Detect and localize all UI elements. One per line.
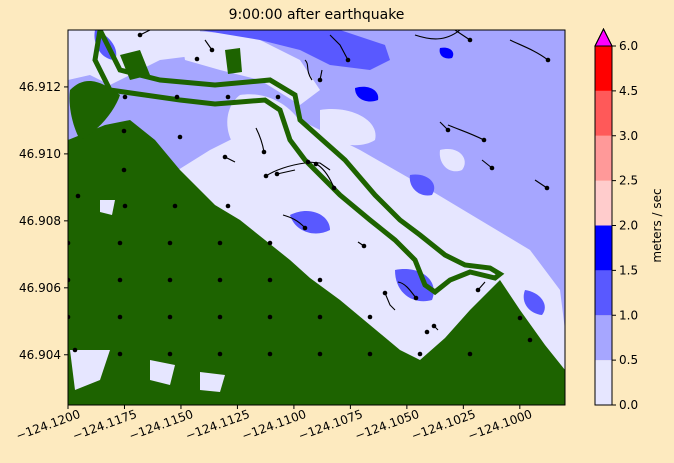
colorbar-band <box>595 180 612 226</box>
y-tick-label: 46.912 <box>19 80 61 94</box>
y-tick-label: 46.908 <box>19 214 61 228</box>
x-axis: −124.1200−124.1175−124.1150−124.1125−124… <box>14 405 534 443</box>
colorbar-extend-arrow <box>594 27 613 47</box>
y-tick-label: 46.906 <box>19 281 61 295</box>
chart-title: 9:00:00 after earthquake <box>228 7 405 23</box>
x-tick-label: −124.1125 <box>184 407 252 443</box>
colorbar-band <box>595 225 612 271</box>
colorbar-tick-label: 1.5 <box>619 263 638 277</box>
x-tick-label: −124.1150 <box>127 407 195 443</box>
x-tick-label: −124.1200 <box>14 407 82 443</box>
particle-markers <box>68 32 551 357</box>
colorbar-label: meters / sec <box>650 188 664 262</box>
y-tick-label: 46.904 <box>19 348 61 362</box>
plot-frame <box>67 29 566 406</box>
x-tick-label: −124.1050 <box>353 407 421 443</box>
plot-area <box>68 30 565 405</box>
colorbar: 0.0 0.5 1.0 1.5 2.0 2.5 3.0 4.5 6.0 meters / sec <box>594 27 664 412</box>
colorbar-band <box>595 90 612 136</box>
colorbar-tick-label: 0.0 <box>619 398 638 412</box>
y-axis: 46.904 46.906 46.908 46.910 46.912 <box>19 80 68 362</box>
colorbar-tick-label: 0.5 <box>619 353 638 367</box>
x-tick-label: −124.1075 <box>297 407 365 443</box>
colorbar-band <box>595 360 612 405</box>
colorbar-band <box>595 135 612 181</box>
land-mass <box>68 30 565 405</box>
colorbar-frame <box>594 27 613 406</box>
colorbar-band <box>595 315 612 361</box>
y-tick-label: 46.910 <box>19 147 61 161</box>
colorbar-tick-label: 2.0 <box>619 219 638 233</box>
colorbar-tick-label: 1.0 <box>619 308 638 322</box>
colorbar-tick-label: 6.0 <box>619 39 638 53</box>
colorbar-tick-label: 4.5 <box>619 84 638 98</box>
x-tick-label: −124.1025 <box>409 407 477 443</box>
colorbar-tick-label: 2.5 <box>619 174 638 188</box>
x-tick-label: −124.1000 <box>466 407 534 443</box>
colorbar-tick-label: 3.0 <box>619 129 638 143</box>
x-tick-label: −124.1100 <box>240 407 308 443</box>
colorbar-band <box>595 270 612 316</box>
x-tick-label: −124.1175 <box>71 407 139 443</box>
speed-high-regions <box>355 47 454 102</box>
colorbar-band <box>595 46 612 91</box>
